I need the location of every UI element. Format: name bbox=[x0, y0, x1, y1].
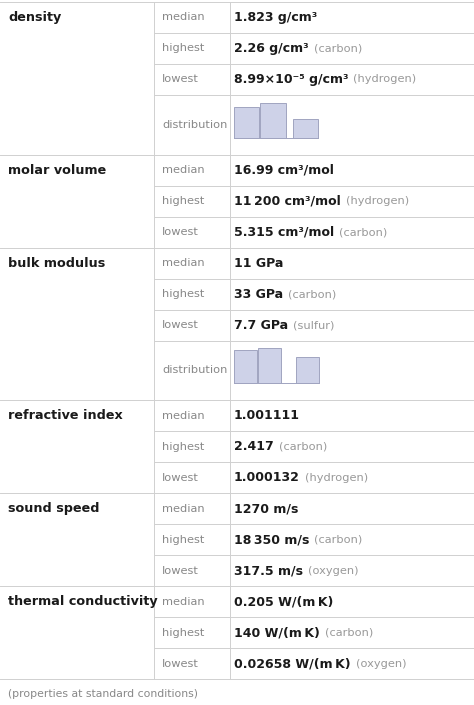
Text: thermal conductivity: thermal conductivity bbox=[8, 595, 158, 608]
Text: highest: highest bbox=[162, 627, 204, 637]
Text: lowest: lowest bbox=[162, 565, 199, 576]
Text: 317.5 m/s: 317.5 m/s bbox=[234, 564, 303, 577]
Text: median: median bbox=[162, 13, 205, 23]
Text: 1.823 g/cm³: 1.823 g/cm³ bbox=[234, 11, 317, 24]
Text: 2.26 g/cm³: 2.26 g/cm³ bbox=[234, 42, 309, 55]
Text: distribution: distribution bbox=[162, 120, 228, 130]
Text: (oxygen): (oxygen) bbox=[308, 565, 358, 576]
Bar bbox=[261, 102, 285, 138]
Text: 33 GPa: 33 GPa bbox=[234, 288, 283, 300]
Text: 16.99 cm³/mol: 16.99 cm³/mol bbox=[234, 164, 334, 177]
Text: (carbon): (carbon) bbox=[313, 44, 362, 54]
Text: median: median bbox=[162, 596, 205, 606]
Text: median: median bbox=[162, 411, 205, 421]
Text: highest: highest bbox=[162, 44, 204, 54]
Text: 11 200 cm³/mol: 11 200 cm³/mol bbox=[234, 195, 341, 208]
Text: 1270 m/s: 1270 m/s bbox=[234, 502, 298, 515]
Text: (carbon): (carbon) bbox=[339, 227, 387, 237]
Text: bulk modulus: bulk modulus bbox=[8, 257, 105, 269]
Text: refractive index: refractive index bbox=[8, 410, 123, 422]
Text: 2.417: 2.417 bbox=[234, 441, 273, 453]
Text: (properties at standard conditions): (properties at standard conditions) bbox=[8, 689, 198, 699]
Bar bbox=[258, 348, 282, 384]
Text: lowest: lowest bbox=[162, 320, 199, 330]
Text: (hydrogen): (hydrogen) bbox=[305, 473, 368, 483]
Text: (oxygen): (oxygen) bbox=[356, 658, 406, 668]
Text: 5.315 cm³/mol: 5.315 cm³/mol bbox=[234, 226, 334, 239]
Text: highest: highest bbox=[162, 442, 204, 452]
Text: lowest: lowest bbox=[162, 658, 199, 668]
Text: highest: highest bbox=[162, 289, 204, 299]
Text: 1.001111: 1.001111 bbox=[234, 410, 300, 422]
Text: distribution: distribution bbox=[162, 365, 228, 376]
Bar bbox=[234, 350, 257, 384]
Text: 7.7 GPa: 7.7 GPa bbox=[234, 319, 288, 331]
Text: 8.99×10⁻⁵ g/cm³: 8.99×10⁻⁵ g/cm³ bbox=[234, 73, 348, 86]
Text: (sulfur): (sulfur) bbox=[293, 320, 334, 330]
Text: 1.000132: 1.000132 bbox=[234, 472, 300, 484]
Text: molar volume: molar volume bbox=[8, 164, 106, 177]
Text: 18 350 m/s: 18 350 m/s bbox=[234, 533, 309, 546]
Text: median: median bbox=[162, 258, 205, 268]
Text: (hydrogen): (hydrogen) bbox=[346, 196, 409, 207]
Text: highest: highest bbox=[162, 196, 204, 207]
Text: 0.02658 W/(m K): 0.02658 W/(m K) bbox=[234, 657, 350, 670]
Text: median: median bbox=[162, 165, 205, 176]
Text: 140 W/(m K): 140 W/(m K) bbox=[234, 626, 320, 639]
Text: median: median bbox=[162, 504, 205, 514]
Text: (carbon): (carbon) bbox=[325, 627, 373, 637]
Text: (carbon): (carbon) bbox=[279, 442, 327, 452]
Text: lowest: lowest bbox=[162, 473, 199, 483]
Bar bbox=[293, 118, 319, 138]
Text: (hydrogen): (hydrogen) bbox=[354, 74, 417, 85]
Text: (carbon): (carbon) bbox=[288, 289, 336, 299]
Text: sound speed: sound speed bbox=[8, 502, 100, 515]
Text: lowest: lowest bbox=[162, 227, 199, 237]
Bar bbox=[234, 107, 259, 138]
Text: 11 GPa: 11 GPa bbox=[234, 257, 283, 269]
Text: lowest: lowest bbox=[162, 74, 199, 85]
Text: (carbon): (carbon) bbox=[314, 534, 363, 545]
Text: highest: highest bbox=[162, 534, 204, 545]
Text: 0.205 W/(m K): 0.205 W/(m K) bbox=[234, 595, 333, 608]
Bar bbox=[296, 357, 319, 384]
Text: density: density bbox=[8, 11, 61, 24]
